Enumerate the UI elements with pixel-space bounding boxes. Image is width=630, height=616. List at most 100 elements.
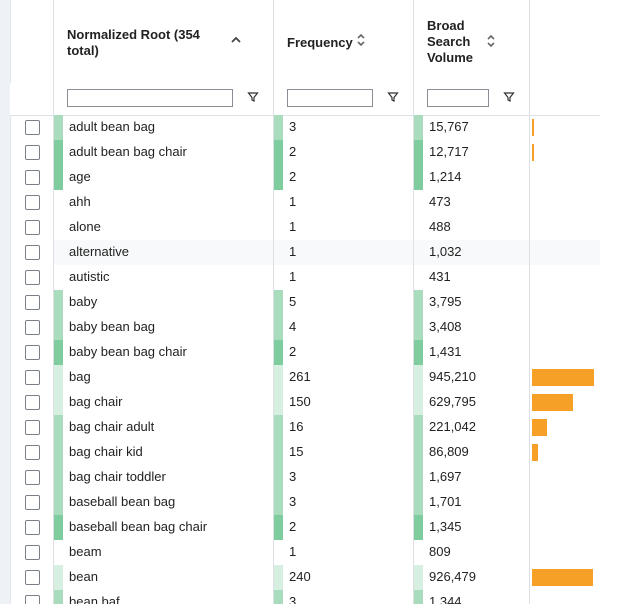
cell-normalized-root-text[interactable]: alternative xyxy=(69,244,129,259)
table-row[interactable]: bag 261 945,210 xyxy=(0,365,630,390)
cell-broad-search-volume: 809 xyxy=(414,540,530,565)
table-row[interactable]: adult bean bag 3 15,767 xyxy=(0,115,630,140)
cell-normalized-root-text[interactable]: baby bean bag chair xyxy=(69,344,187,359)
header-frequency[interactable]: Frequency xyxy=(274,0,414,83)
grid-left-gutter xyxy=(0,0,11,604)
cell-normalized-root-text[interactable]: bean xyxy=(69,569,98,584)
row-checkbox[interactable] xyxy=(25,320,40,335)
cell-broad-search-volume-text: 629,795 xyxy=(429,394,476,409)
row-checkbox[interactable] xyxy=(25,420,40,435)
cell-broad-search-volume-text: 1,345 xyxy=(429,519,462,534)
row-checkbox-cell xyxy=(10,190,54,215)
sort-ascending-icon[interactable] xyxy=(230,35,242,45)
row-checkbox[interactable] xyxy=(25,195,40,210)
cell-volume-bar xyxy=(530,265,600,290)
table-row[interactable]: age 2 1,214 xyxy=(0,165,630,190)
cell-normalized-root-text[interactable]: adult bean bag chair xyxy=(69,144,187,159)
table-row[interactable]: baseball bean bag chair 2 1,345 xyxy=(0,515,630,540)
row-checkbox[interactable] xyxy=(25,170,40,185)
cell-normalized-root: bag xyxy=(54,365,274,390)
table-row[interactable]: baseball bean bag 3 1,701 xyxy=(0,490,630,515)
table-row[interactable]: alternative 1 1,032 xyxy=(0,240,630,265)
table-row[interactable]: bag chair kid 15 86,809 xyxy=(0,440,630,465)
row-checkbox[interactable] xyxy=(25,120,40,135)
cell-broad-search-volume-text: 86,809 xyxy=(429,444,469,459)
table-row[interactable]: bag chair toddler 3 1,697 xyxy=(0,465,630,490)
cell-normalized-root-text[interactable]: bag chair adult xyxy=(69,419,155,434)
cell-normalized-root: adult bean bag xyxy=(54,115,274,140)
row-checkbox[interactable] xyxy=(25,345,40,360)
table-row[interactable]: baby bean bag chair 2 1,431 xyxy=(0,340,630,365)
row-checkbox[interactable] xyxy=(25,470,40,485)
table-row[interactable]: bag chair adult 16 221,042 xyxy=(0,415,630,440)
cell-broad-search-volume-text: 1,697 xyxy=(429,469,462,484)
frequency-indicator xyxy=(414,415,423,440)
cell-normalized-root: bag chair toddler xyxy=(54,465,274,490)
cell-normalized-root-text[interactable]: alone xyxy=(69,219,101,234)
cell-frequency: 240 xyxy=(274,565,414,590)
cell-normalized-root-text[interactable]: bean baf xyxy=(69,594,120,604)
cell-normalized-root: adult bean bag chair xyxy=(54,140,274,165)
filter-frequency-input[interactable] xyxy=(287,89,373,107)
cell-normalized-root-text[interactable]: baseball bean bag chair xyxy=(69,519,208,534)
table-row[interactable]: adult bean bag chair 2 12,717 xyxy=(0,140,630,165)
frequency-indicator xyxy=(54,165,63,190)
row-checkbox[interactable] xyxy=(25,570,40,585)
header-normalized-root-label: Normalized Root (354 total) xyxy=(67,27,200,58)
header-broad-search-volume[interactable]: Broad Search Volume xyxy=(414,0,530,83)
table-row[interactable]: bag chair 150 629,795 xyxy=(0,390,630,415)
table-row[interactable]: autistic 1 431 xyxy=(0,265,630,290)
cell-normalized-root-text[interactable]: bag chair kid xyxy=(69,444,143,459)
row-checkbox[interactable] xyxy=(25,270,40,285)
cell-normalized-root-text[interactable]: bag xyxy=(69,369,91,384)
row-checkbox[interactable] xyxy=(25,245,40,260)
row-checkbox[interactable] xyxy=(25,220,40,235)
filter-broad-search-volume-input[interactable] xyxy=(427,89,489,107)
table-row[interactable]: alone 1 488 xyxy=(0,215,630,240)
cell-frequency: 2 xyxy=(274,140,414,165)
filter-funnel-icon[interactable] xyxy=(387,91,399,103)
row-checkbox[interactable] xyxy=(25,445,40,460)
cell-normalized-root: baseball bean bag chair xyxy=(54,515,274,540)
row-checkbox[interactable] xyxy=(25,545,40,560)
row-checkbox[interactable] xyxy=(25,495,40,510)
header-normalized-root[interactable]: Normalized Root (354 total) xyxy=(54,0,274,83)
cell-volume-bar xyxy=(530,215,600,240)
row-checkbox[interactable] xyxy=(25,395,40,410)
cell-normalized-root-text[interactable]: bag chair toddler xyxy=(69,469,166,484)
cell-normalized-root-text[interactable]: age xyxy=(69,169,91,184)
cell-normalized-root-text[interactable]: baby xyxy=(69,294,98,309)
sort-toggle-icon[interactable] xyxy=(486,33,496,49)
cell-frequency: 261 xyxy=(274,365,414,390)
filter-normalized-root-input[interactable] xyxy=(67,89,233,107)
frequency-indicator xyxy=(274,590,283,604)
cell-normalized-root-text[interactable]: adult bean bag xyxy=(69,119,156,134)
table-row[interactable]: bean 240 926,479 xyxy=(0,565,630,590)
frequency-indicator xyxy=(274,515,283,540)
row-checkbox[interactable] xyxy=(25,295,40,310)
cell-normalized-root-text[interactable]: baseball bean bag xyxy=(69,494,176,509)
table-row[interactable]: baby bean bag 4 3,408 xyxy=(0,315,630,340)
table-row[interactable]: ahh 1 473 xyxy=(0,190,630,215)
frequency-indicator xyxy=(54,515,63,540)
row-checkbox[interactable] xyxy=(25,145,40,160)
cell-normalized-root-text[interactable]: beam xyxy=(69,544,102,559)
cell-volume-bar xyxy=(530,390,600,415)
filter-funnel-icon[interactable] xyxy=(247,91,259,103)
row-checkbox[interactable] xyxy=(25,595,40,604)
cell-broad-search-volume-text: 945,210 xyxy=(429,369,476,384)
table-row[interactable]: beam 1 809 xyxy=(0,540,630,565)
table-row[interactable]: bean baf 3 1,344 xyxy=(0,590,630,604)
cell-frequency: 2 xyxy=(274,340,414,365)
filter-funnel-icon[interactable] xyxy=(503,91,515,103)
cell-broad-search-volume-text: 1,032 xyxy=(429,244,462,259)
horizontal-scrollbar[interactable] xyxy=(0,604,630,616)
table-row[interactable]: baby 5 3,795 xyxy=(0,290,630,315)
cell-normalized-root-text[interactable]: bag chair xyxy=(69,394,123,409)
row-checkbox[interactable] xyxy=(25,520,40,535)
row-checkbox[interactable] xyxy=(25,370,40,385)
cell-normalized-root-text[interactable]: ahh xyxy=(69,194,91,209)
sort-toggle-icon[interactable] xyxy=(356,32,366,48)
cell-normalized-root-text[interactable]: autistic xyxy=(69,269,110,284)
cell-normalized-root-text[interactable]: baby bean bag xyxy=(69,319,156,334)
